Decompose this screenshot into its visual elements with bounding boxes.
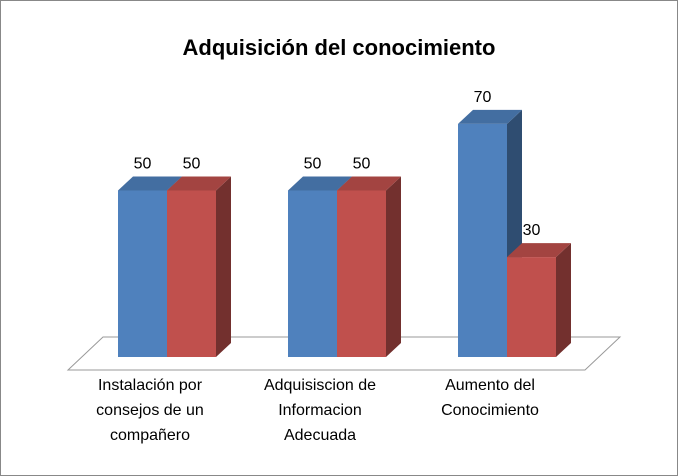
bar: [337, 190, 386, 357]
bar: [507, 257, 556, 357]
x-tick-label: Instalación por consejos de un compañero: [96, 377, 204, 444]
bar-top: [118, 176, 182, 191]
bar-side: [386, 176, 401, 357]
data-label: 70: [474, 89, 492, 106]
x-tick-label: Adquisiscion de Informacion Adecuada: [263, 377, 377, 444]
bar: [118, 190, 167, 357]
x-tick-label: Aumento del Conocimiento: [441, 377, 539, 419]
bar: [458, 123, 507, 358]
data-label: 50: [183, 156, 201, 173]
data-label: 50: [353, 156, 371, 173]
bar-top: [167, 176, 231, 191]
bar-top: [507, 243, 571, 258]
bar-side: [556, 243, 571, 357]
bar-top: [458, 109, 522, 124]
bar: [167, 190, 216, 357]
bar-top: [288, 176, 352, 191]
data-label: 30: [523, 222, 541, 239]
bar: [288, 190, 337, 357]
data-label: 50: [304, 156, 322, 173]
chart-title: Adquisición del conocimiento: [183, 35, 496, 60]
bar-side: [216, 176, 231, 357]
data-label: 50: [134, 156, 152, 173]
bar-top: [337, 176, 401, 191]
